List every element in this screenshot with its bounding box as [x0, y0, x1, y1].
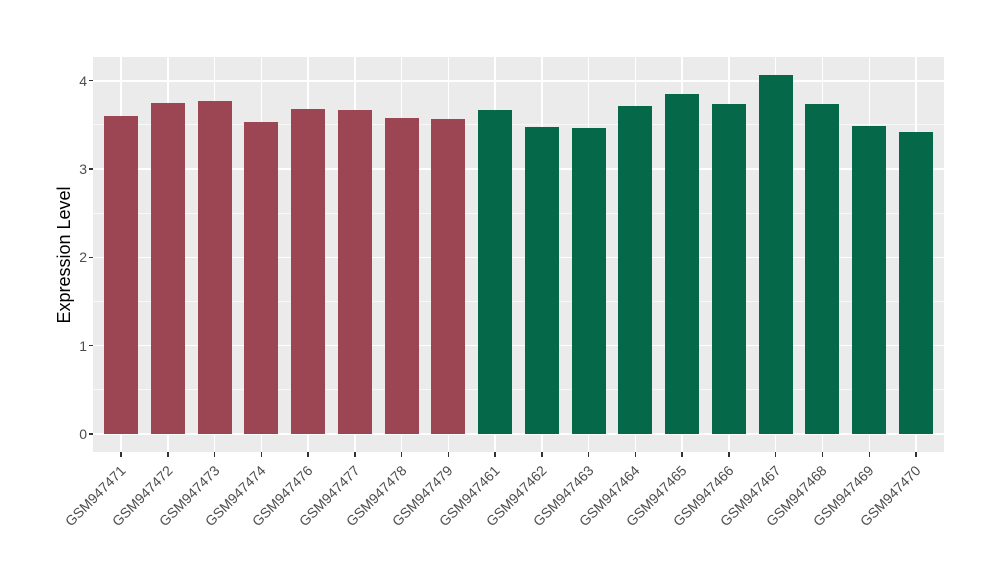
- x-tick-GSM947467: [775, 452, 777, 457]
- x-tick-GSM947462: [541, 452, 543, 457]
- bar-GSM947477: [337, 109, 372, 434]
- y-tick-3: [88, 168, 93, 170]
- bar-GSM947478: [384, 117, 419, 434]
- x-tick-GSM947472: [167, 452, 169, 457]
- bar-GSM947469: [852, 125, 887, 434]
- x-tick-GSM947476: [307, 452, 309, 457]
- x-tick-GSM947463: [587, 452, 590, 457]
- y-tick-4: [88, 80, 93, 82]
- x-tick-GSM947474: [260, 452, 263, 457]
- x-tick-GSM947468: [821, 452, 824, 457]
- plot-panel: [93, 57, 944, 452]
- bar-GSM947466: [711, 103, 746, 434]
- y-tick-label-4: 4: [79, 72, 87, 89]
- gridline-minor-y-0.5: [93, 389, 944, 391]
- gridline-minor-y-2.5: [93, 212, 944, 214]
- x-tick-GSM947469: [868, 452, 870, 457]
- x-tick-GSM947464: [634, 452, 637, 457]
- gridline-major-y-0: [93, 433, 944, 435]
- x-tick-GSM947461: [494, 452, 496, 457]
- bar-GSM947476: [291, 109, 326, 434]
- bar-GSM947479: [431, 118, 466, 434]
- x-tick-GSM947478: [400, 452, 403, 457]
- y-tick-1: [88, 345, 93, 347]
- bar-GSM947464: [618, 106, 653, 434]
- bar-GSM947468: [805, 103, 840, 434]
- bar-GSM947465: [665, 94, 700, 434]
- x-tick-GSM947473: [213, 452, 216, 457]
- bar-GSM947467: [758, 74, 793, 434]
- y-tick-label-1: 1: [79, 337, 87, 354]
- y-tick-0: [88, 433, 93, 435]
- y-tick-label-2: 2: [79, 249, 87, 266]
- bar-GSM947463: [571, 127, 606, 434]
- gridline-major-y-3: [93, 168, 944, 170]
- x-tick-GSM947470: [915, 452, 917, 457]
- gridline-major-y-1: [93, 344, 944, 347]
- bar-GSM947461: [478, 109, 513, 434]
- x-tick-GSM947471: [120, 452, 122, 457]
- gridline-minor-y-1.5: [93, 301, 944, 303]
- x-tick-GSM947465: [681, 452, 683, 457]
- gridline-major-y-4: [93, 80, 944, 82]
- y-tick-label-0: 0: [79, 426, 87, 442]
- bar-GSM947462: [524, 126, 559, 434]
- bar-GSM947470: [898, 132, 933, 434]
- y-tick-2: [88, 256, 93, 259]
- bar-GSM947472: [150, 102, 185, 434]
- gridline-major-y-2: [93, 256, 944, 259]
- y-tick-label-3: 3: [79, 161, 87, 178]
- gridline-minor-y-3.5: [93, 124, 944, 126]
- bar-GSM947473: [197, 101, 232, 434]
- bar-GSM947474: [244, 122, 279, 434]
- x-tick-GSM947479: [447, 452, 450, 457]
- x-tick-GSM947477: [354, 452, 356, 457]
- x-tick-GSM947466: [728, 452, 730, 457]
- bar-GSM947471: [104, 116, 139, 434]
